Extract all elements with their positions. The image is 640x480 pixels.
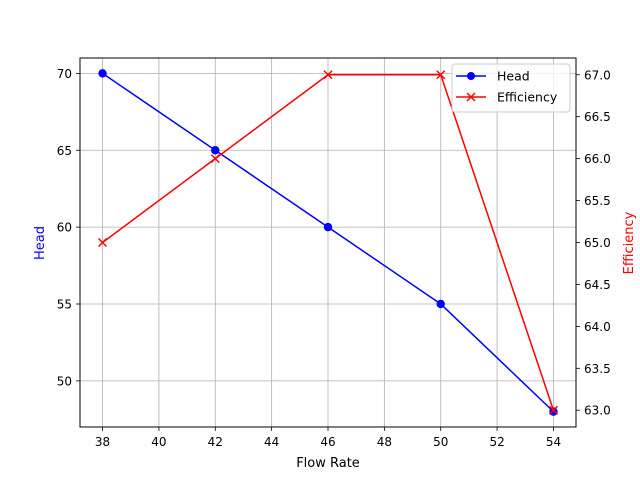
x-tick-label: 50 [433, 435, 448, 449]
grid-lines [80, 58, 576, 427]
x-marker-icon [210, 154, 220, 164]
y-tick-label: 70 [57, 67, 72, 81]
y-tick-label: 55 [57, 298, 72, 312]
y2-tick-label: 66.5 [584, 110, 611, 124]
y-axis-ticks: 50 55 60 65 70 [57, 67, 80, 388]
x-marker-icon [323, 70, 333, 80]
x-tick-label: 42 [208, 435, 223, 449]
y2-tick-label: 65.5 [584, 194, 611, 208]
circle-marker-icon [98, 69, 107, 78]
y2-tick-label: 64.0 [584, 320, 611, 334]
legend-item-head: Head [497, 69, 530, 84]
x-tick-label: 52 [489, 435, 504, 449]
data-series [98, 69, 558, 416]
series-efficiency [98, 70, 558, 415]
legend-head-marker-icon [467, 72, 475, 80]
x-marker-icon [548, 405, 558, 415]
y-axis-label: Head [33, 226, 48, 260]
x-tick-label: 40 [151, 435, 166, 449]
legend: Head Efficiency [451, 63, 571, 113]
y-tick-label: 60 [57, 221, 72, 235]
circle-marker-icon [549, 407, 558, 416]
x-axis-label: Flow Rate [296, 456, 360, 471]
x-tick-label: 48 [377, 435, 392, 449]
circle-marker-icon [436, 299, 445, 309]
y2-tick-label: 64.5 [584, 278, 611, 292]
x-axis-ticks: 38 40 42 44 46 48 50 52 54 [95, 427, 561, 449]
y2-tick-label: 66.0 [584, 152, 611, 166]
y2-tick-label: 63.5 [584, 362, 611, 376]
y-tick-label: 65 [57, 144, 72, 158]
series-head [98, 69, 558, 416]
y2-tick-label: 67.0 [584, 68, 611, 82]
circle-marker-icon [323, 222, 333, 232]
x-tick-label: 44 [264, 435, 279, 449]
y2-axis-label: Efficiency [622, 211, 637, 274]
x-tick-label: 46 [320, 435, 335, 449]
legend-efficiency-marker-icon [466, 92, 476, 102]
x-marker-icon [436, 70, 446, 80]
y-tick-label: 50 [57, 374, 72, 388]
x-marker-icon [98, 237, 108, 248]
y2-axis-ticks: 63.0 63.5 64.0 64.5 65.0 65.5 66.0 66.5 67.0 [576, 68, 611, 418]
y2-tick-label: 65.0 [584, 236, 611, 250]
legend-item-efficiency: Efficiency [497, 90, 558, 105]
x-tick-label: 38 [95, 435, 110, 449]
y2-tick-label: 63.0 [584, 404, 611, 418]
x-tick-label: 54 [546, 435, 561, 449]
circle-marker-icon [211, 146, 220, 155]
